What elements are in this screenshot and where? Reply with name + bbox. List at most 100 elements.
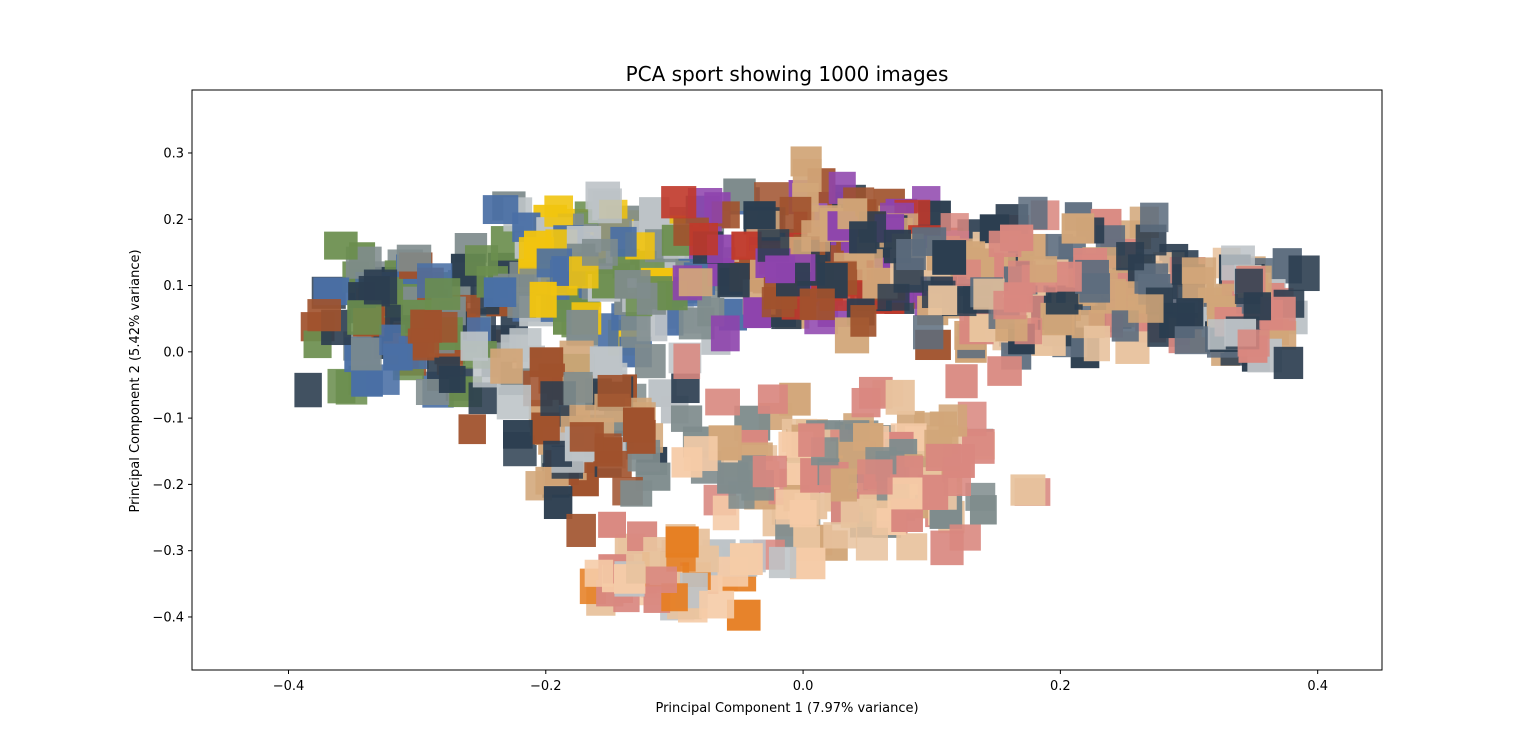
image-thumbnail-point <box>930 530 964 566</box>
image-thumbnail-point <box>351 370 383 397</box>
image-thumbnail-point <box>1018 196 1048 230</box>
y-tick-label: −0.2 <box>152 478 184 493</box>
image-thumbnail-point <box>536 248 573 278</box>
image-thumbnail-point <box>1128 294 1164 323</box>
image-thumbnail-point <box>529 281 557 318</box>
image-thumbnail-point <box>529 347 564 377</box>
image-thumbnail-point <box>581 238 618 266</box>
image-thumbnail-point <box>490 348 523 384</box>
image-thumbnail-point <box>1181 257 1217 284</box>
image-thumbnail-point <box>483 277 517 308</box>
image-thumbnail-point <box>969 495 997 525</box>
image-thumbnail-point <box>665 526 699 558</box>
image-thumbnail-point <box>1029 256 1058 283</box>
image-thumbnail-point <box>424 278 461 310</box>
image-thumbnail-point <box>307 299 341 332</box>
x-axis-label: Principal Component 1 (7.97% variance) <box>655 701 918 716</box>
image-thumbnail-point <box>729 543 763 576</box>
image-thumbnail-point <box>294 372 322 408</box>
image-thumbnail-point <box>945 364 978 399</box>
image-thumbnail-point <box>464 245 499 276</box>
image-thumbnail-point <box>932 240 967 275</box>
image-thumbnail-point <box>1116 242 1145 271</box>
y-tick-label: −0.3 <box>152 544 184 559</box>
image-thumbnail-point <box>1243 292 1272 321</box>
x-tick-label: 0.0 <box>793 679 814 694</box>
image-thumbnail-point <box>798 423 825 457</box>
image-thumbnail-point <box>799 288 835 321</box>
image-thumbnail-point <box>598 511 626 538</box>
image-thumbnail-point <box>728 481 755 509</box>
y-tick-label: 0.3 <box>163 146 184 161</box>
image-thumbnail-point <box>995 315 1028 342</box>
y-tick-label: 0.1 <box>163 279 184 294</box>
image-thumbnail-point <box>1061 213 1095 244</box>
image-thumbnail-point <box>801 220 831 252</box>
image-thumbnail-point <box>563 371 593 406</box>
image-thumbnail-point <box>1237 329 1270 357</box>
image-thumbnail-point <box>710 315 740 352</box>
y-tick-label: 0.2 <box>163 213 184 228</box>
image-thumbnail-point <box>789 499 817 528</box>
image-thumbnail-point <box>597 374 632 407</box>
x-axis-ticks: −0.4 −0.2 0.0 0.2 0.4 <box>273 670 1328 694</box>
x-tick-label: 0.2 <box>1050 679 1071 694</box>
y-tick-label: −0.1 <box>152 412 184 427</box>
image-thumbnail-point <box>757 384 788 414</box>
image-thumbnail-point <box>363 269 398 305</box>
image-thumbnail-point <box>857 459 893 495</box>
image-thumbnail-point <box>705 388 740 416</box>
image-thumbnail-point <box>671 447 703 478</box>
image-thumbnail-point <box>1273 346 1304 380</box>
image-thumbnail-point <box>765 255 796 284</box>
image-thumbnail-point <box>645 566 677 593</box>
image-thumbnail-point <box>689 222 718 256</box>
y-axis-ticks: 0.3 0.2 0.1 0.0 −0.1 −0.2 −0.3 −0.4 <box>152 146 192 625</box>
image-thumbnail-point <box>496 384 532 420</box>
image-thumbnail-point <box>855 527 888 561</box>
image-thumbnail-point <box>661 186 697 219</box>
image-thumbnail-point <box>885 379 915 415</box>
x-tick-label: −0.4 <box>273 679 305 694</box>
image-thumbnail-point <box>887 477 923 510</box>
image-thumbnail-point <box>1083 325 1110 362</box>
image-thumbnail-point <box>768 546 797 579</box>
image-thumbnail-point <box>896 533 928 561</box>
image-thumbnail-point <box>1140 202 1169 233</box>
image-thumbnail-point <box>468 382 498 415</box>
image-thumbnail-point <box>840 498 877 528</box>
image-thumbnail-point <box>987 356 1022 386</box>
image-thumbnail-point <box>1174 326 1211 355</box>
image-thumbnail-point <box>673 343 701 379</box>
image-thumbnail-point <box>851 387 881 418</box>
image-thumbnail-point <box>588 188 622 224</box>
chart-title: PCA sport showing 1000 images <box>626 62 949 86</box>
image-thumbnail-point <box>896 239 926 271</box>
x-tick-label: −0.2 <box>530 679 562 694</box>
image-thumbnail-point <box>1010 474 1046 506</box>
x-tick-label: 0.4 <box>1307 679 1328 694</box>
y-tick-label: 0.0 <box>163 345 184 360</box>
image-thumbnail-point <box>544 195 574 227</box>
image-thumbnail-point <box>503 420 533 449</box>
image-thumbnail-point <box>1055 261 1082 292</box>
image-thumbnail-point <box>458 414 486 445</box>
image-thumbnail-point <box>849 221 877 254</box>
image-thumbnail-point <box>717 263 750 298</box>
image-thumbnail-point <box>752 455 787 488</box>
image-thumbnail-point <box>460 331 488 361</box>
image-thumbnail-point <box>634 344 666 379</box>
image-thumbnail-point <box>1288 255 1320 292</box>
image-thumbnail-point <box>569 422 604 452</box>
image-thumbnail-point <box>620 480 653 507</box>
image-thumbnail-point <box>324 231 358 260</box>
image-thumbnail-point <box>347 300 382 335</box>
image-thumbnail-point <box>670 405 703 432</box>
y-tick-label: −0.4 <box>152 610 184 625</box>
image-thumbnail-point <box>584 559 614 587</box>
image-thumbnail-point <box>531 412 560 445</box>
image-thumbnail-point <box>850 305 877 337</box>
image-thumbnail-point <box>912 315 944 350</box>
image-thumbnail-point <box>928 285 958 316</box>
